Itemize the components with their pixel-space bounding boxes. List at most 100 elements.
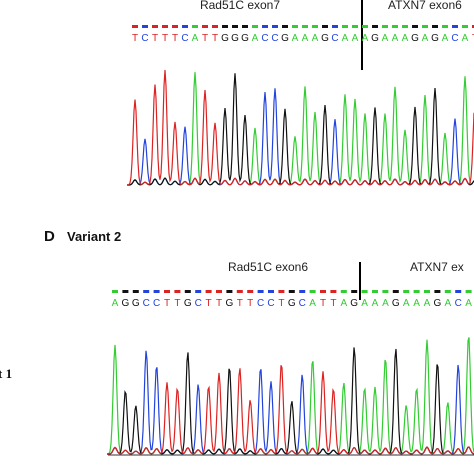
quality-dash [247, 290, 254, 293]
base-call: A [340, 298, 347, 309]
base-call: C [299, 298, 306, 309]
quality-dash [342, 25, 348, 28]
quality-dash [361, 290, 368, 293]
base-call: C [455, 298, 462, 309]
quality-dash [412, 25, 418, 28]
quality-dash [122, 290, 129, 293]
quality-dash [272, 25, 278, 28]
base-call: A [302, 33, 309, 44]
base-call: G [392, 298, 400, 309]
quality-dash [153, 290, 160, 293]
quality-dash [312, 25, 318, 28]
base-call: A [192, 33, 199, 44]
quality-dash [432, 25, 438, 28]
quality-dash [282, 25, 288, 28]
base-call: A [352, 33, 359, 44]
base-call: T [162, 33, 168, 44]
quality-dash [252, 25, 258, 28]
quality-dash [422, 25, 428, 28]
base-call: G [241, 33, 249, 44]
quality-dash [232, 25, 238, 28]
base-call: C [257, 298, 264, 309]
quality-dash [434, 290, 441, 293]
base-call: C [331, 33, 338, 44]
base-call: A [342, 33, 349, 44]
quality-dash [322, 25, 328, 28]
side-label: t 1 [0, 366, 12, 381]
base-call: A [382, 298, 389, 309]
base-call: G [231, 33, 239, 44]
base-call: A [361, 298, 368, 309]
quality-dash [382, 290, 389, 293]
quality-dash [292, 25, 298, 28]
quality-dash [143, 290, 150, 293]
exon-label: ATXN7 ex [410, 260, 464, 274]
quality-dash [152, 25, 158, 28]
base-call: G [221, 33, 229, 44]
base-call: T [132, 33, 138, 44]
base-call: A [402, 33, 409, 44]
quality-dash [202, 25, 208, 28]
quality-dash [402, 25, 408, 28]
quality-dash [288, 290, 295, 293]
quality-dash [205, 290, 212, 293]
quality-dash [372, 290, 378, 293]
base-call: A [422, 33, 429, 44]
quality-dash [174, 290, 181, 293]
quality-dash [455, 290, 462, 293]
base-call: C [451, 33, 458, 44]
base-call: A [112, 298, 119, 309]
quality-dash [195, 290, 202, 293]
base-call: C [153, 298, 160, 309]
quality-dash [372, 25, 378, 28]
quality-dash [192, 25, 198, 28]
quality-dash [332, 25, 338, 28]
base-call: C [181, 33, 188, 44]
quality-dash [268, 290, 274, 293]
base-call: T [320, 298, 326, 309]
quality-dash [112, 290, 118, 293]
base-call: A [424, 298, 431, 309]
base-call: T [206, 298, 212, 309]
base-call: G [226, 298, 234, 309]
base-call: A [292, 33, 299, 44]
trace [107, 365, 474, 455]
quality-dash [472, 25, 474, 28]
base-call: G [434, 298, 442, 309]
quality-dash [184, 290, 191, 293]
base-call: T [152, 33, 158, 44]
quality-dash [362, 25, 368, 28]
base-call: A [403, 298, 410, 309]
base-call: A [462, 33, 469, 44]
base-call: G [281, 33, 289, 44]
base-call: T [174, 298, 180, 309]
quality-dash [164, 290, 170, 293]
quality-dash [442, 25, 448, 28]
quality-dash [216, 290, 222, 293]
base-call: T [212, 33, 218, 44]
base-call: A [309, 298, 316, 309]
quality-dash [132, 25, 138, 28]
quality-dash [262, 25, 268, 28]
quality-dash [462, 25, 468, 28]
base-call: G [411, 33, 419, 44]
base-call: C [271, 33, 278, 44]
exon-label: ATXN7 exon6 [388, 0, 462, 12]
base-call: C [195, 298, 202, 309]
base-call: T [247, 298, 253, 309]
quality-dash [392, 290, 399, 293]
base-call: T [172, 33, 178, 44]
base-call: T [472, 33, 474, 44]
quality-dash [352, 25, 358, 28]
quality-dash [424, 290, 430, 293]
exon-label: Rad51C exon6 [228, 260, 308, 274]
base-call: G [122, 298, 130, 309]
base-call: T [202, 33, 208, 44]
base-call: T [237, 298, 243, 309]
quality-dash [162, 25, 168, 28]
base-call: T [278, 298, 284, 309]
base-call: T [164, 298, 170, 309]
quality-dash [132, 290, 139, 293]
base-call: G [371, 33, 379, 44]
